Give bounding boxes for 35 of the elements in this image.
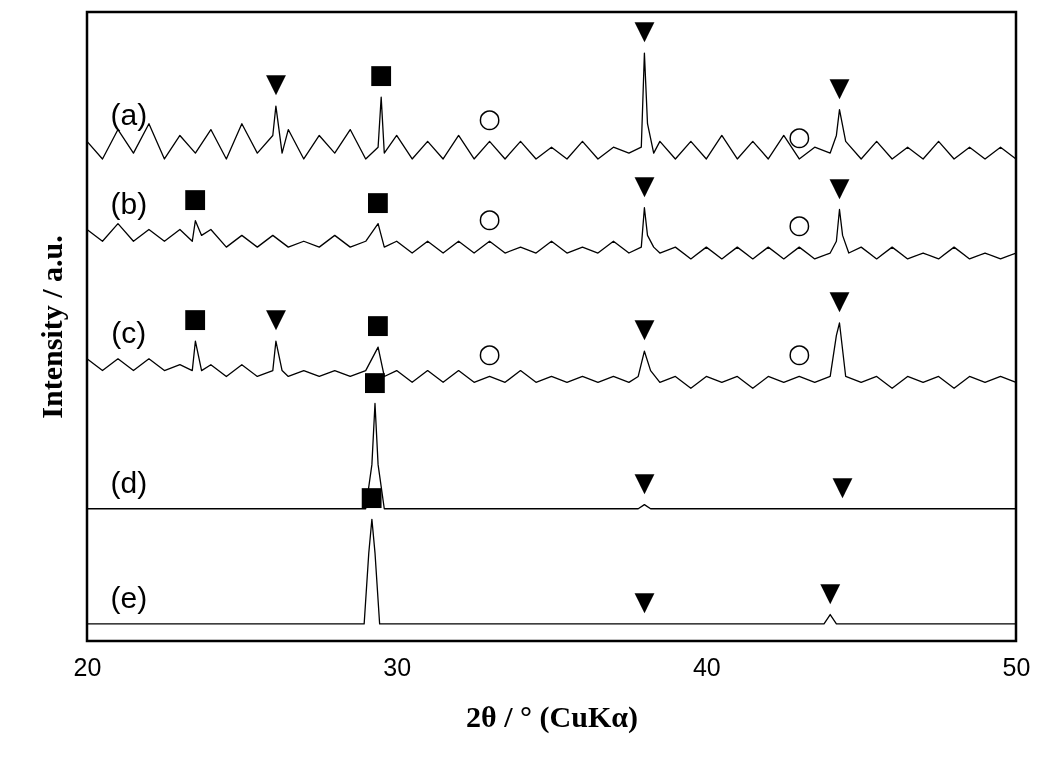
annotation: ▼ (265, 68, 286, 99)
annotation: ▼ (829, 284, 850, 315)
annotation: ○ (787, 338, 811, 369)
series-label: (d) (110, 465, 148, 499)
series-label: (e) (110, 580, 148, 614)
series-label: (a) (110, 98, 148, 132)
annotation: ▼ (634, 585, 655, 616)
annotation: ○ (787, 120, 811, 151)
annotation: ▼ (634, 169, 655, 200)
annotation: ▼ (820, 576, 841, 607)
annotation: ○ (478, 338, 501, 369)
x-tick-label: 30 (383, 652, 412, 681)
x-tick-label: 50 (1002, 652, 1031, 681)
annotation: ▼ (832, 470, 853, 501)
x-axis-title: 2θ / ° (CuKα) (466, 699, 638, 734)
annotation: ■ (362, 365, 388, 396)
annotation: ▼ (634, 15, 655, 46)
series-label: (c) (111, 315, 147, 349)
annotation: ▼ (265, 303, 286, 334)
annotation: ○ (478, 203, 501, 234)
annotation: ■ (368, 59, 394, 90)
x-tick-label: 20 (73, 652, 102, 681)
annotation: ▼ (634, 313, 655, 344)
annotation: ▼ (829, 171, 850, 202)
y-axis-title: Intensity / a.u. (34, 235, 68, 419)
annotation: ▼ (634, 466, 655, 497)
x-tick-label: 40 (692, 652, 721, 681)
series-label: (b) (110, 186, 148, 220)
annotation: ■ (183, 303, 208, 334)
annotation: ○ (787, 209, 811, 240)
annotation: ■ (365, 309, 391, 340)
annotation: ▼ (829, 71, 850, 102)
annotation: ■ (183, 182, 208, 213)
annotation: ○ (478, 103, 501, 134)
annotation: ■ (365, 185, 391, 216)
